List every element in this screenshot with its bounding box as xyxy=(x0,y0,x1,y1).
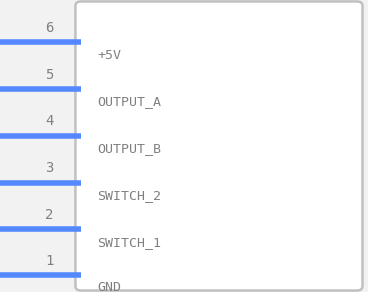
FancyBboxPatch shape xyxy=(75,1,362,291)
Text: SWITCH_2: SWITCH_2 xyxy=(98,189,162,202)
Text: +5V: +5V xyxy=(98,49,121,62)
Text: OUTPUT_B: OUTPUT_B xyxy=(98,142,162,155)
Text: 5: 5 xyxy=(46,68,54,82)
Text: 3: 3 xyxy=(46,161,54,175)
Text: GND: GND xyxy=(98,281,121,292)
Text: 2: 2 xyxy=(46,208,54,222)
Text: 6: 6 xyxy=(46,21,54,35)
Text: 1: 1 xyxy=(46,254,54,268)
Text: SWITCH_1: SWITCH_1 xyxy=(98,236,162,249)
Text: 4: 4 xyxy=(46,114,54,128)
Text: OUTPUT_A: OUTPUT_A xyxy=(98,95,162,109)
